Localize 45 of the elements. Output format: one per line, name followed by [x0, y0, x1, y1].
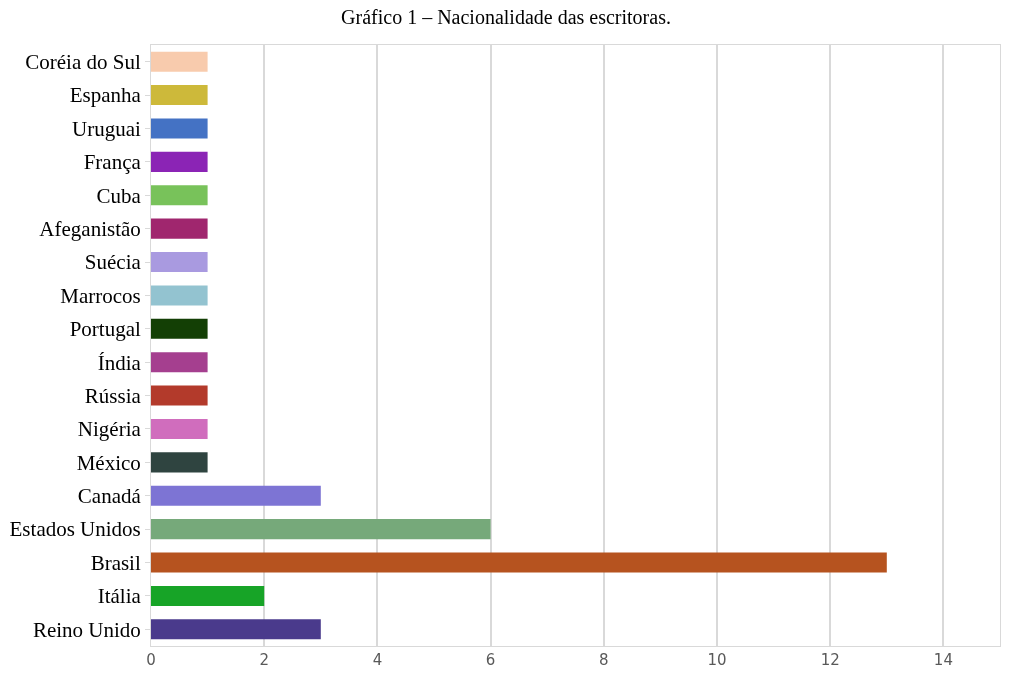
- y-tick-label: Itália: [97, 584, 142, 609]
- y-tick-label: Portugal: [69, 317, 141, 342]
- bar: [151, 85, 208, 106]
- bar: [151, 218, 208, 239]
- bar: [151, 585, 265, 606]
- bar: [151, 285, 208, 306]
- x-tick-label: 14: [933, 651, 953, 669]
- x-tick-label: 8: [599, 651, 609, 669]
- y-tick-label: Suécia: [84, 250, 142, 275]
- y-tick-label: México: [76, 450, 141, 475]
- x-tick-label: 4: [372, 651, 383, 669]
- y-tick-label: Marrocos: [60, 283, 141, 308]
- bar: [151, 185, 208, 206]
- y-tick-label: Nigéria: [77, 417, 142, 442]
- chart-title: Gráfico 1 – Nacionalidade das escritoras.: [341, 6, 671, 29]
- bar: [151, 252, 208, 273]
- bar: [151, 619, 321, 640]
- y-tick-label: Coréia do Sul: [25, 50, 141, 75]
- y-tick-label: Estados Unidos: [9, 517, 141, 542]
- bar: [151, 418, 208, 439]
- x-tick-label: 6: [485, 651, 496, 669]
- y-tick-label: Rússia: [84, 383, 142, 408]
- y-tick-label: Índia: [97, 350, 142, 375]
- x-tick-label: 0: [146, 651, 156, 669]
- x-tick-label: 10: [707, 651, 727, 669]
- bar: [151, 51, 208, 72]
- y-tick-label: França: [83, 150, 142, 175]
- bar: [151, 151, 208, 172]
- bar: [151, 352, 208, 373]
- bar: [151, 318, 208, 339]
- bar: [151, 552, 887, 573]
- bar: [151, 385, 208, 406]
- y-tick-label: Brasil: [90, 550, 141, 575]
- bar: [151, 485, 321, 506]
- bar: [151, 452, 208, 473]
- y-tick-label: Cuba: [96, 183, 142, 208]
- y-tick-label: Afeganistão: [39, 216, 141, 241]
- x-tick-label: 2: [259, 651, 269, 669]
- y-tick-label: Uruguai: [71, 116, 141, 141]
- bar: [151, 519, 491, 540]
- y-tick-label: Canadá: [77, 484, 142, 509]
- y-tick-label: Espanha: [69, 83, 142, 108]
- x-tick-label: 12: [820, 651, 840, 669]
- y-tick-label: Reino Unido: [32, 617, 141, 642]
- bar: [151, 118, 208, 139]
